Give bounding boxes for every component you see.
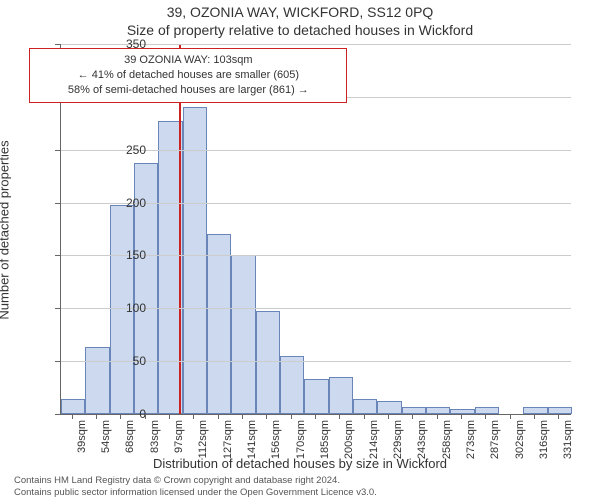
histogram-bar bbox=[377, 401, 401, 414]
x-tick-mark bbox=[534, 414, 535, 419]
x-tick-mark bbox=[412, 414, 413, 419]
x-tick-label: 200sqm bbox=[343, 420, 355, 459]
x-tick-label: 68sqm bbox=[124, 420, 136, 453]
info-line-1: 39 OZONIA WAY: 103sqm bbox=[38, 53, 338, 68]
x-tick-mark bbox=[388, 414, 389, 419]
histogram-bar bbox=[280, 356, 304, 414]
footer: Contains HM Land Registry data © Crown c… bbox=[14, 475, 377, 498]
x-tick-mark bbox=[242, 414, 243, 419]
x-tick-mark bbox=[315, 414, 316, 419]
x-tick-mark bbox=[145, 414, 146, 419]
x-tick-label: 170sqm bbox=[295, 420, 307, 459]
y-tick-mark bbox=[55, 361, 60, 362]
x-tick-mark bbox=[218, 414, 219, 419]
y-tick-label: 50 bbox=[110, 354, 146, 368]
x-tick-label: 302sqm bbox=[514, 420, 526, 459]
histogram-bar bbox=[450, 409, 474, 414]
x-tick-mark bbox=[485, 414, 486, 419]
histogram-bar bbox=[61, 399, 85, 414]
y-tick-mark bbox=[55, 414, 60, 415]
x-tick-label: 83sqm bbox=[149, 420, 161, 453]
x-tick-label: 214sqm bbox=[368, 420, 380, 459]
x-tick-label: 97sqm bbox=[173, 420, 185, 453]
x-axis-label: Distribution of detached houses by size … bbox=[0, 456, 600, 471]
footer-line-1: Contains HM Land Registry data © Crown c… bbox=[14, 475, 377, 486]
y-tick-label: 250 bbox=[110, 143, 146, 157]
x-tick-mark bbox=[96, 414, 97, 419]
x-tick-mark bbox=[193, 414, 194, 419]
x-tick-label: 316sqm bbox=[538, 420, 550, 459]
y-tick-mark bbox=[55, 150, 60, 151]
histogram-bar bbox=[475, 407, 499, 414]
histogram-bar bbox=[426, 407, 450, 414]
info-box: 39 OZONIA WAY: 103sqm ← 41% of detached … bbox=[29, 48, 347, 103]
x-tick-label: 287sqm bbox=[489, 420, 501, 459]
chart-subtitle: Size of property relative to detached ho… bbox=[0, 22, 600, 38]
x-tick-label: 156sqm bbox=[270, 420, 282, 459]
x-tick-label: 54sqm bbox=[100, 420, 112, 453]
x-tick-mark bbox=[266, 414, 267, 419]
chart-title: 39, OZONIA WAY, WICKFORD, SS12 0PQ bbox=[0, 4, 600, 20]
histogram-bar bbox=[523, 407, 547, 414]
y-tick-mark bbox=[55, 308, 60, 309]
histogram-bar bbox=[353, 399, 377, 414]
y-axis-label: Number of detached properties bbox=[0, 110, 12, 350]
x-tick-label: 229sqm bbox=[392, 420, 404, 459]
footer-line-2: Contains public sector information licen… bbox=[14, 487, 377, 498]
x-tick-mark bbox=[461, 414, 462, 419]
info-line-3: 58% of semi-detached houses are larger (… bbox=[38, 83, 338, 98]
histogram-bar bbox=[329, 377, 353, 414]
x-tick-label: 112sqm bbox=[197, 420, 209, 458]
histogram-bar bbox=[402, 407, 426, 414]
x-tick-label: 127sqm bbox=[222, 420, 234, 459]
x-tick-mark bbox=[364, 414, 365, 419]
x-tick-mark bbox=[510, 414, 511, 419]
info-line-2: ← 41% of detached houses are smaller (60… bbox=[38, 68, 338, 83]
y-tick-mark bbox=[55, 44, 60, 45]
x-tick-label: 331sqm bbox=[562, 420, 574, 459]
x-tick-mark bbox=[437, 414, 438, 419]
x-tick-label: 243sqm bbox=[416, 420, 428, 459]
histogram-bar bbox=[183, 107, 207, 414]
histogram-bar bbox=[207, 234, 231, 414]
histogram-bar bbox=[304, 379, 328, 414]
histogram-bar bbox=[231, 255, 255, 414]
x-tick-mark bbox=[558, 414, 559, 419]
y-tick-label: 0 bbox=[110, 407, 146, 421]
histogram-bar bbox=[548, 407, 572, 414]
x-tick-mark bbox=[169, 414, 170, 419]
y-tick-label: 150 bbox=[110, 248, 146, 262]
x-tick-label: 141sqm bbox=[246, 420, 258, 459]
y-tick-mark bbox=[55, 255, 60, 256]
histogram-bar bbox=[85, 347, 109, 414]
x-tick-label: 273sqm bbox=[465, 420, 477, 459]
x-tick-mark bbox=[120, 414, 121, 419]
x-tick-mark bbox=[291, 414, 292, 419]
x-tick-label: 39sqm bbox=[76, 420, 88, 453]
y-tick-mark bbox=[55, 203, 60, 204]
chart-container: 39, OZONIA WAY, WICKFORD, SS12 0PQ Size … bbox=[0, 0, 600, 500]
x-tick-label: 258sqm bbox=[441, 420, 453, 459]
y-tick-label: 100 bbox=[110, 301, 146, 315]
histogram-bar bbox=[256, 311, 280, 414]
y-tick-label: 200 bbox=[110, 196, 146, 210]
x-tick-label: 185sqm bbox=[319, 420, 331, 459]
x-tick-mark bbox=[72, 414, 73, 419]
x-tick-mark bbox=[339, 414, 340, 419]
